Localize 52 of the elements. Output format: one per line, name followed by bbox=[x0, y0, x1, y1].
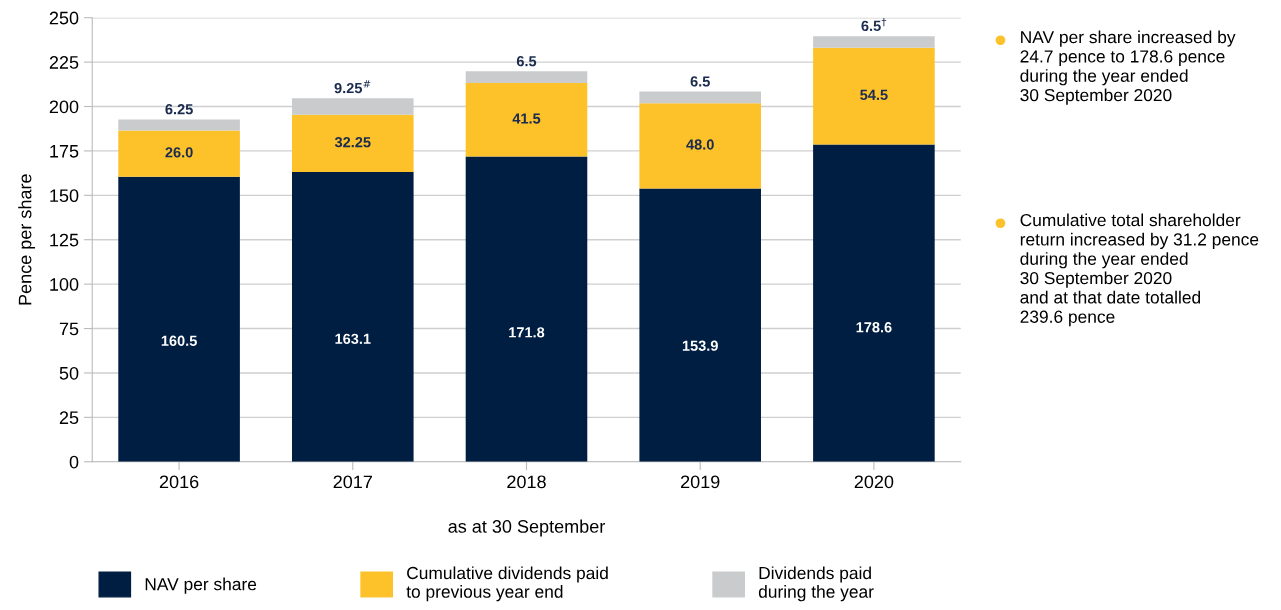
bar bbox=[813, 144, 935, 462]
data-label: 6.5 bbox=[690, 76, 710, 87]
data-label: 178.6 bbox=[856, 322, 892, 333]
text: Cumulative total shareholder return increased by 31.2 pence during the year ended 30 September 2020 and at that date totalled 239.6 pence bbox=[1020, 213, 1259, 327]
x-tick-label: 2018 bbox=[507, 475, 546, 489]
x-tick-label: 2017 bbox=[333, 475, 372, 489]
y-tick-label: 150 bbox=[50, 189, 79, 203]
data-label: 32.25 bbox=[334, 137, 371, 148]
y-tick-label: 100 bbox=[50, 278, 79, 291]
data-label: 26.0 bbox=[165, 147, 193, 158]
x-axis-title: as at 30 September bbox=[448, 519, 605, 537]
bar bbox=[813, 36, 935, 48]
data-label: 41.5 bbox=[512, 113, 541, 124]
y-axis-title: Pence per share bbox=[18, 174, 36, 305]
bar bbox=[118, 176, 240, 462]
y-tick-label: 250 bbox=[49, 11, 79, 25]
y-tick-label: 125 bbox=[50, 233, 79, 247]
legend-label: Dividends paid during the year bbox=[758, 566, 874, 602]
data-label: 6.5$^{†}$ bbox=[861, 17, 887, 32]
data-label: 9.25$^{#}$ bbox=[334, 80, 371, 94]
data-label: 6.25 bbox=[165, 104, 193, 115]
bar bbox=[465, 156, 588, 462]
bar bbox=[118, 119, 240, 131]
y-tick-label: 0 bbox=[69, 455, 79, 469]
y-tick-label: 25 bbox=[59, 411, 79, 425]
data-label: 153.9 bbox=[682, 340, 718, 351]
bar bbox=[813, 47, 935, 145]
bar bbox=[639, 91, 761, 104]
data-label: 48.0 bbox=[686, 139, 714, 150]
y-tick-label: 75 bbox=[59, 322, 79, 336]
y-tick-label: 225 bbox=[49, 56, 79, 69]
bar bbox=[465, 71, 588, 83]
data-label: 54.5 bbox=[860, 89, 888, 101]
y-tick-label: 50 bbox=[59, 366, 79, 380]
legend-label: Cumulative dividends paid to previous year end bbox=[406, 566, 608, 602]
y-tick-label: 175 bbox=[50, 145, 79, 158]
data-label: 171.8 bbox=[509, 327, 545, 338]
data-label: 160.5 bbox=[161, 335, 197, 346]
text: NAV per share increased by 24.7 pence to 178.6 pence during the year ended 30 September 2020 bbox=[1020, 30, 1236, 105]
bar bbox=[118, 130, 240, 177]
x-tick-label: 2019 bbox=[681, 475, 720, 489]
x-tick-label: 2016 bbox=[159, 475, 199, 489]
bar bbox=[291, 114, 414, 173]
x-tick-label: 2020 bbox=[854, 475, 894, 489]
bar bbox=[291, 172, 414, 462]
legend-label: NAV per share bbox=[145, 577, 257, 594]
bar bbox=[639, 188, 761, 462]
bar bbox=[639, 103, 761, 189]
y-tick-label: 200 bbox=[49, 100, 79, 114]
data-label: 163.1 bbox=[335, 333, 371, 345]
data-label: 6.5 bbox=[516, 55, 537, 67]
bar bbox=[465, 82, 588, 157]
